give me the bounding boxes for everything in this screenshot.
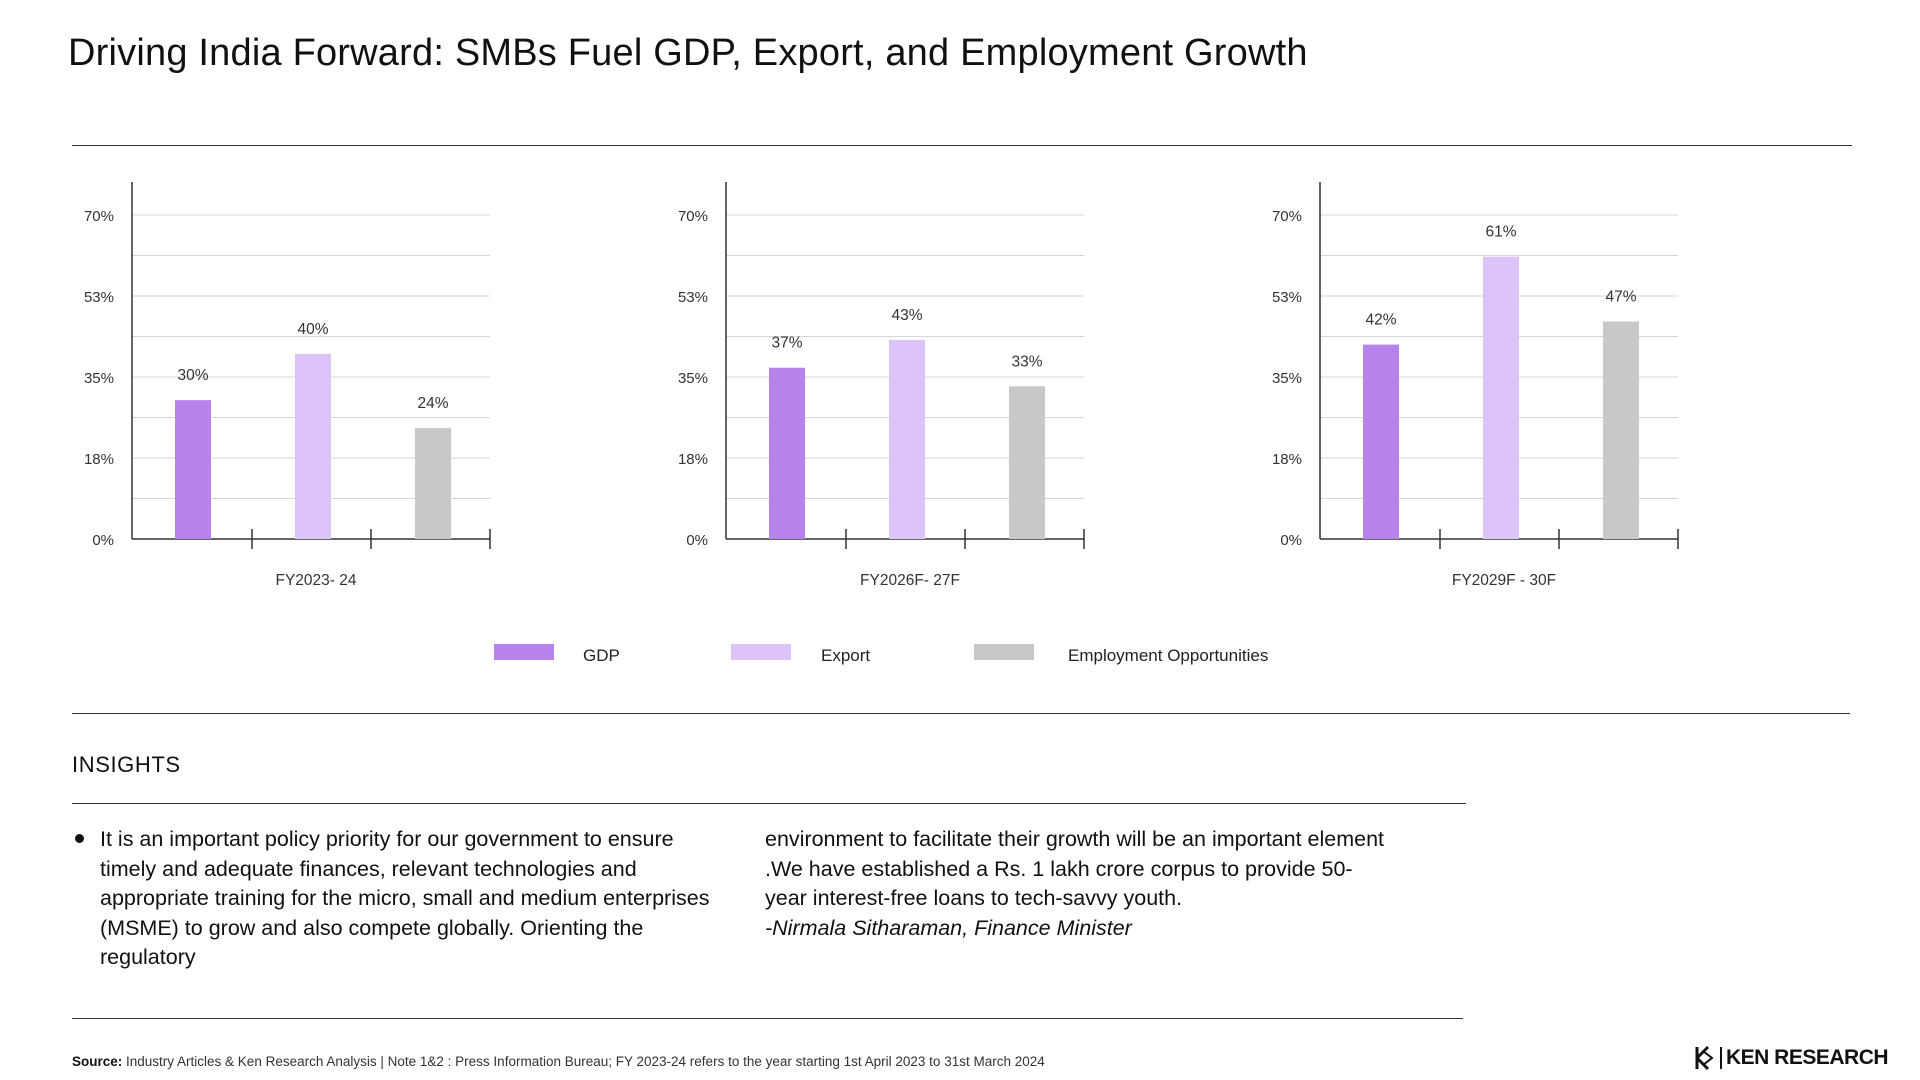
y-tick-label: 70% [678,208,708,225]
y-tick-label: 18% [678,451,708,468]
insights-quote-attribution: -Nirmala Sitharaman, Finance Minister [765,915,1132,940]
bar-value-label: 47% [1605,288,1636,305]
y-tick-label: 18% [84,451,114,468]
legend-item-employment [974,644,1034,660]
logo-separator [1720,1047,1722,1069]
bar-value-label: 37% [771,335,802,352]
bar-value-label: 42% [1365,312,1396,329]
legend-swatch-export [731,644,791,660]
insights-text-col2-body: environment to facilitate their growth w… [765,827,1385,910]
bar-gdp [769,367,805,539]
legend-label-export: Export [821,646,871,665]
bottom-divider [72,1018,1463,1019]
source-text: Industry Articles & Ken Research Analysi… [122,1054,1045,1069]
source-label: Source: [72,1054,123,1069]
x-category-label: FY2029F - 30F [1452,572,1556,589]
bar-value-label: 30% [177,367,208,384]
y-tick-label: 35% [678,370,708,387]
y-tick-label: 53% [678,289,708,306]
logo-text: KEN RESEARCH [1726,1046,1889,1069]
bar-value-label: 33% [1011,353,1042,370]
legend-label-employment: Employment Opportunities [1068,646,1269,665]
bar-export [1483,256,1519,539]
y-tick-label: 53% [84,289,114,306]
bar-value-label: 61% [1485,224,1516,241]
bar-value-label: 40% [297,321,328,338]
insights-text-col2: environment to facilitate their growth w… [765,825,1385,943]
bar-export [889,339,925,539]
y-tick-label: 0% [686,532,708,549]
legend-item-export [731,644,791,660]
bar-gdp [1363,344,1399,539]
insights-divider [72,803,1466,804]
x-category-label: FY2026F- 27F [860,572,960,589]
y-tick-label: 0% [92,532,114,549]
y-tick-label: 70% [84,208,114,225]
insights-heading: INSIGHTS [72,752,181,777]
y-tick-label: 35% [84,370,114,387]
legend-item-gdp [494,644,554,660]
y-tick-label: 53% [1272,289,1302,306]
legend-divider [72,713,1850,714]
bar-employment [415,427,451,539]
legend-label-gdp: GDP [583,646,620,665]
bar-value-label: 24% [417,395,448,412]
bar-export [295,353,331,539]
logo-mark-icon [1695,1045,1714,1071]
bar-value-label: 43% [891,307,922,324]
legend: GDP Export Employment Opportunities [0,644,1920,674]
y-tick-label: 0% [1280,532,1302,549]
insights-text-col1: It is an important policy priority for o… [100,827,710,969]
bullet-icon [75,834,84,843]
ken-research-logo: KEN RESEARCH [1694,1045,1889,1071]
source-note: Source: Industry Articles & Ken Research… [72,1054,1045,1069]
legend-swatch-employment [974,644,1034,660]
bar-gdp [175,400,211,539]
charts-area: 0% 18% 35% 53% 70% 30% 40% 24% FY2023- 24 0% 18% 35… [84,182,1679,589]
bar-employment [1603,321,1639,539]
title-divider [72,145,1852,146]
y-tick-label: 18% [1272,451,1302,468]
page-title: Driving India Forward: SMBs Fuel GDP, Ex… [68,32,1308,74]
y-tick-label: 70% [1272,208,1302,225]
bar-employment [1009,386,1045,539]
legend-swatch-gdp [494,644,554,660]
y-tick-label: 35% [1272,370,1302,387]
x-category-label: FY2023- 24 [276,572,357,589]
